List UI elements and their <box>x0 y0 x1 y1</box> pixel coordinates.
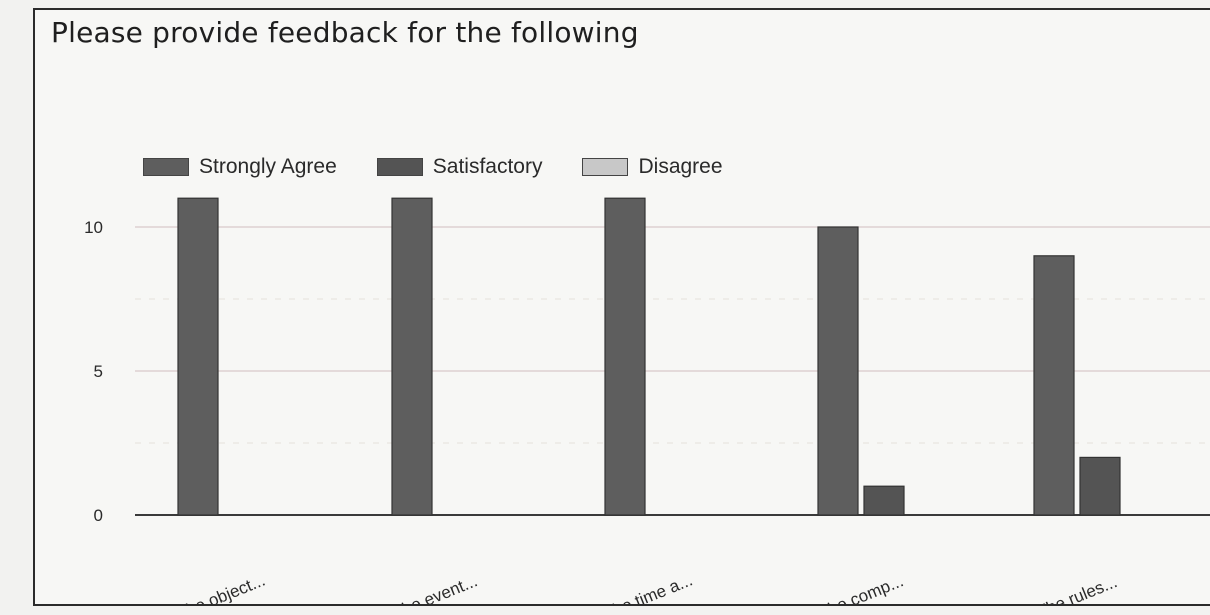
bar-strongly-agree-4 <box>817 226 859 516</box>
legend-item-strongly-agree[interactable]: Strongly Agree <box>143 155 337 179</box>
legend-swatch-disagree <box>582 158 629 176</box>
bar-strongly-agree-1 <box>177 197 219 516</box>
legend-item-satisfactory[interactable]: Satisfactory <box>376 155 543 179</box>
bar-strongly-agree-5 <box>1033 255 1075 516</box>
x-category-label-3: The time a... <box>601 570 696 606</box>
legend-label-disagree: Disagree <box>638 155 723 178</box>
y-tick-label-5: 5 <box>94 362 103 381</box>
chart-card: Please provide feedback for the followin… <box>33 8 1210 606</box>
x-category-label-1: The object... <box>174 571 268 606</box>
legend-label-strongly-agree: Strongly Agree <box>199 155 337 178</box>
chart-legend: Strongly Agree Satisfactory Disagree <box>143 155 763 179</box>
legend-label-satisfactory: Satisfactory <box>432 155 543 178</box>
legend-swatch-strongly-agree <box>143 158 189 176</box>
y-tick-label-10: 10 <box>84 218 103 237</box>
legend-swatch-satisfactory <box>376 158 423 176</box>
x-category-label-4: The comp... <box>816 571 906 606</box>
bar-strongly-agree-2 <box>391 197 433 516</box>
chart-title: Please provide feedback for the followin… <box>51 16 639 49</box>
legend-item-disagree[interactable]: Disagree <box>582 155 723 179</box>
bar-chart-plot: 0 5 10 The object... The event... The time a.… <box>84 197 1210 606</box>
x-category-label-2: The event... <box>390 571 480 606</box>
bar-satisfactory-4 <box>863 485 905 516</box>
y-tick-label-0: 0 <box>94 506 103 525</box>
bar-strongly-agree-3 <box>604 197 646 516</box>
bar-satisfactory-5 <box>1079 456 1121 516</box>
x-category-label-5: The rules... <box>1034 572 1120 606</box>
